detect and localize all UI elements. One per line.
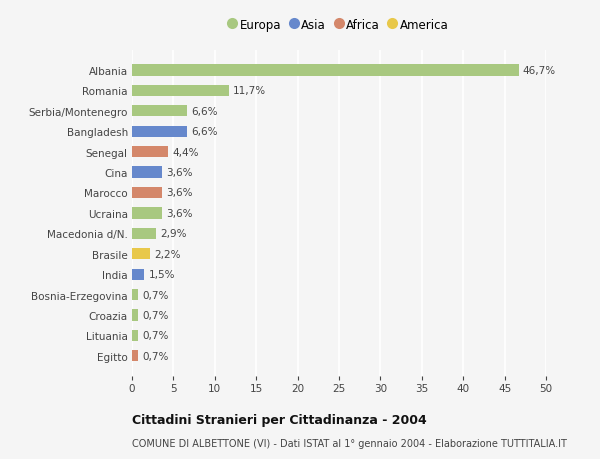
Bar [132,106,187,117]
Text: 3,6%: 3,6% [166,188,193,198]
Legend: Europa, Asia, Africa, America: Europa, Asia, Africa, America [224,14,454,36]
Text: 2,9%: 2,9% [160,229,187,239]
Text: 1,5%: 1,5% [149,269,175,280]
Bar [132,126,187,138]
Bar [132,228,156,240]
Text: 46,7%: 46,7% [523,66,556,76]
Bar [132,330,138,341]
Text: 0,7%: 0,7% [142,330,169,341]
Bar [132,289,138,301]
Text: 0,7%: 0,7% [142,290,169,300]
Text: 3,6%: 3,6% [166,168,193,178]
Bar [132,86,229,97]
Bar [132,167,162,178]
Text: 3,6%: 3,6% [166,208,193,218]
Bar [132,187,162,199]
Bar [132,249,150,260]
Text: 11,7%: 11,7% [233,86,266,96]
Text: 6,6%: 6,6% [191,106,217,117]
Bar [132,65,518,77]
Text: COMUNE DI ALBETTONE (VI) - Dati ISTAT al 1° gennaio 2004 - Elaborazione TUTTITAL: COMUNE DI ALBETTONE (VI) - Dati ISTAT al… [132,438,567,448]
Text: 6,6%: 6,6% [191,127,217,137]
Text: 2,2%: 2,2% [154,249,181,259]
Bar [132,350,138,362]
Bar [132,147,169,158]
Text: 0,7%: 0,7% [142,310,169,320]
Text: 0,7%: 0,7% [142,351,169,361]
Text: Cittadini Stranieri per Cittadinanza - 2004: Cittadini Stranieri per Cittadinanza - 2… [132,413,427,426]
Bar [132,269,145,280]
Bar [132,310,138,321]
Bar [132,208,162,219]
Text: 4,4%: 4,4% [173,147,199,157]
